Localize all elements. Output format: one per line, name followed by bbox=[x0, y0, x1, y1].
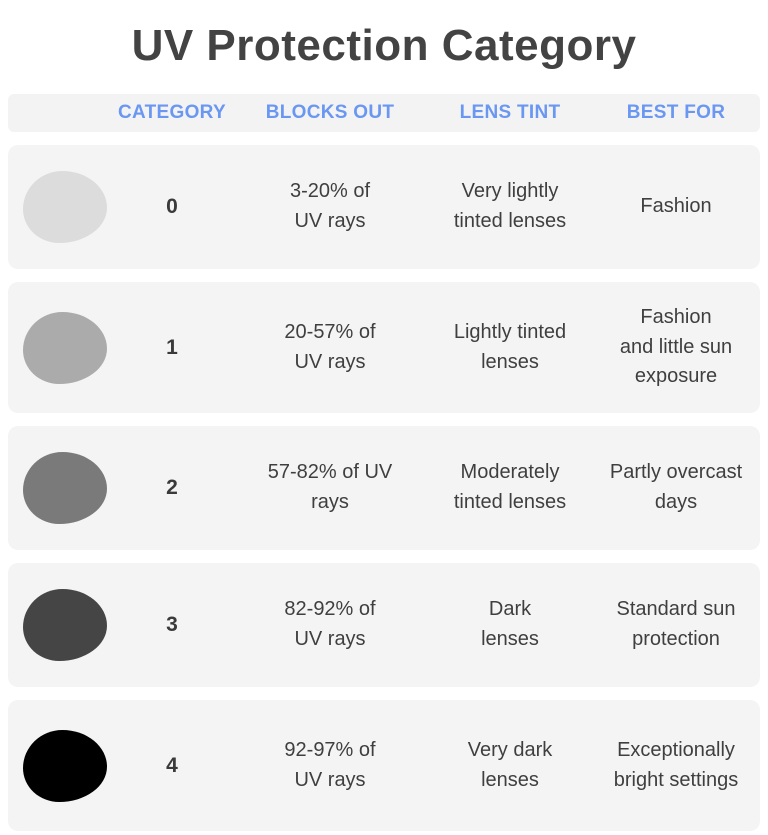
lens-tint-value: Lightly tinted lenses bbox=[453, 320, 567, 373]
blocks-out-value: 20-57% of UV rays bbox=[284, 320, 376, 373]
category-value: 1 bbox=[166, 335, 178, 359]
best-for-value: Standard sun protection bbox=[616, 598, 736, 650]
lens-icon-cell bbox=[8, 311, 112, 384]
lens-shade-2-icon bbox=[23, 452, 107, 524]
table-body: 0 3-20% of UV rays Very lightly tinted l… bbox=[8, 145, 760, 831]
lens-tint-value: Moderately tinted lenses bbox=[453, 461, 567, 513]
blocks-out-value: 3-20% of UV rays bbox=[289, 180, 371, 232]
header-cell-best-for: BEST FOR bbox=[626, 102, 726, 123]
uv-category-table: CATEGORY BLOCKS OUT LENS TINT BEST FOR 0… bbox=[8, 94, 760, 831]
blocks-out-value: 57-82% of UV rays bbox=[267, 461, 393, 513]
blocks-out-value: 92-97% of UV rays bbox=[284, 738, 376, 791]
lens-shade-0-icon bbox=[23, 171, 107, 243]
best-for-value: Partly overcast days bbox=[609, 461, 743, 513]
page-title: UV Protection Category bbox=[131, 21, 637, 70]
table-header-row: CATEGORY BLOCKS OUT LENS TINT BEST FOR bbox=[8, 94, 760, 132]
lens-icon-cell bbox=[8, 452, 112, 524]
header-cell-lens-tint: LENS TINT bbox=[459, 102, 561, 123]
category-value: 0 bbox=[166, 195, 178, 219]
lens-shade-4-icon bbox=[23, 729, 107, 802]
best-for-value: Fashion bbox=[640, 195, 712, 218]
best-for-value: Fashion and little sun exposure bbox=[619, 306, 733, 388]
lens-shade-1-icon bbox=[23, 311, 107, 384]
lens-icon-cell bbox=[8, 171, 112, 243]
lens-tint-value: Dark lenses bbox=[481, 598, 539, 650]
header-cell-category: CATEGORY bbox=[118, 102, 226, 123]
header-cell-blocks-out: BLOCKS OUT bbox=[265, 102, 395, 123]
lens-icon-cell bbox=[8, 729, 112, 802]
category-value: 3 bbox=[166, 613, 178, 637]
table-row-category-4: 4 92-97% of UV rays Very dark lenses Exc… bbox=[8, 700, 760, 831]
lens-icon-cell bbox=[8, 589, 112, 661]
lens-tint-value: Very lightly tinted lenses bbox=[453, 180, 567, 232]
table-row-category-0: 0 3-20% of UV rays Very lightly tinted l… bbox=[8, 145, 760, 269]
table-row-category-3: 3 82-92% of UV rays Dark lenses Standard… bbox=[8, 563, 760, 687]
table-row-category-2: 2 57-82% of UV rays Moderately tinted le… bbox=[8, 426, 760, 550]
blocks-out-value: 82-92% of UV rays bbox=[284, 598, 376, 650]
category-value: 2 bbox=[166, 476, 178, 500]
category-value: 4 bbox=[166, 753, 178, 777]
table-row-category-1: 1 20-57% of UV rays Lightly tinted lense… bbox=[8, 282, 760, 413]
lens-tint-value: Very dark lenses bbox=[467, 738, 553, 791]
best-for-value: Exceptionally bright settings bbox=[613, 738, 739, 791]
lens-shade-3-icon bbox=[23, 589, 107, 661]
